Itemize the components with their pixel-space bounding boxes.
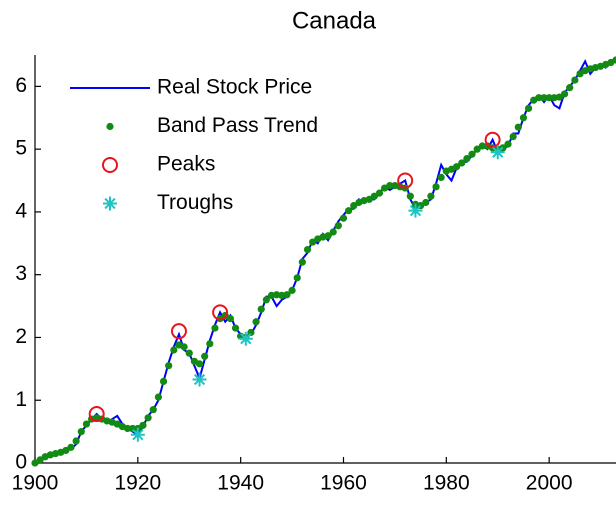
trend-dot [535,94,543,102]
trend-dot [154,393,162,401]
y-tick-label: 6 [15,74,27,97]
trend-dot [288,286,296,294]
trend-dot [185,349,193,357]
trough-marker [238,331,253,346]
legend-label: Peaks [157,153,215,176]
trend-dot [504,140,512,148]
trend-dot [463,154,471,163]
y-tick-label: 4 [15,199,27,222]
trend-dot [283,291,291,299]
trend-dot [298,258,306,266]
legend-label: Troughs [157,191,233,214]
legend-label: Band Pass Trend [157,114,318,137]
trend-dot [386,181,394,190]
trend-dot [201,352,209,360]
peak-marker [170,323,187,340]
trend-dot [432,183,440,191]
trend-dot [468,150,476,158]
y-tick-label: 3 [15,262,27,285]
trend-dot [252,318,260,326]
legend-swatch [106,122,114,131]
chart-title: Canada [292,7,377,34]
trend-dot [123,424,132,433]
trend-dot [406,192,414,200]
stock-price-line [34,57,616,464]
trend-dot [303,245,312,254]
trend-dot [195,360,204,368]
trend-dot [437,173,445,181]
trend-dot [375,189,384,197]
trend-dot [339,214,348,222]
trough-marker [130,427,145,442]
trend-dot [524,104,533,112]
peak-marker [484,131,501,148]
trend-dot [478,142,486,150]
trend-dot [540,94,548,102]
x-tick-label: 1920 [114,472,161,495]
trend-dot [180,343,188,351]
x-tick-label: 1940 [217,472,264,495]
trend-dot [144,414,152,422]
trend-dot [226,315,234,323]
trend-dot [159,377,168,385]
trend-dot [612,56,616,64]
trend-dot [329,228,337,236]
trough-marker [408,203,423,218]
y-tick-label: 0 [15,451,27,474]
trend-dot [257,305,265,313]
trend-dot [458,159,466,167]
x-tick-label: 1960 [320,472,367,495]
trend-dot [165,362,173,370]
peak-marker [397,172,414,189]
trend-dot [453,163,461,171]
trend-dot [262,296,270,304]
trend-dot [170,346,178,354]
trend-dot [560,90,569,98]
y-tick-label: 2 [15,325,27,348]
trend-dot [427,192,435,200]
trend-dot [334,222,342,230]
trend-dot [231,324,240,332]
trend-dot [139,421,147,429]
trend-dot [545,94,553,102]
trough-marker [192,372,207,387]
trend-dot [82,420,91,428]
y-tick-label: 5 [15,137,27,160]
trend-dot [77,428,85,436]
trend-dot [345,207,353,215]
trend-dot [509,133,517,141]
x-tick-label: 1900 [12,472,59,495]
trend-dot [571,76,579,84]
trough-marker [490,145,505,160]
trend-dot [519,114,528,122]
trend-dot [293,274,301,282]
trend-dot [422,198,430,207]
trend-dot [324,232,332,240]
peak-marker [212,304,229,321]
trend-dot [149,406,157,414]
legend-label: Real Stock Price [157,76,312,99]
x-tick-label: 2000 [526,472,573,495]
trend-dot [566,84,574,92]
legend-swatch [102,157,118,173]
trend-dot [514,123,522,131]
x-tick-label: 1980 [423,472,470,495]
trend-dot [211,324,219,332]
peak-marker [88,406,105,423]
trend-dot [206,340,214,348]
trend-dot [72,437,80,445]
trend-dot [67,443,75,451]
y-tick-label: 1 [15,388,27,411]
legend-swatch [103,196,117,211]
